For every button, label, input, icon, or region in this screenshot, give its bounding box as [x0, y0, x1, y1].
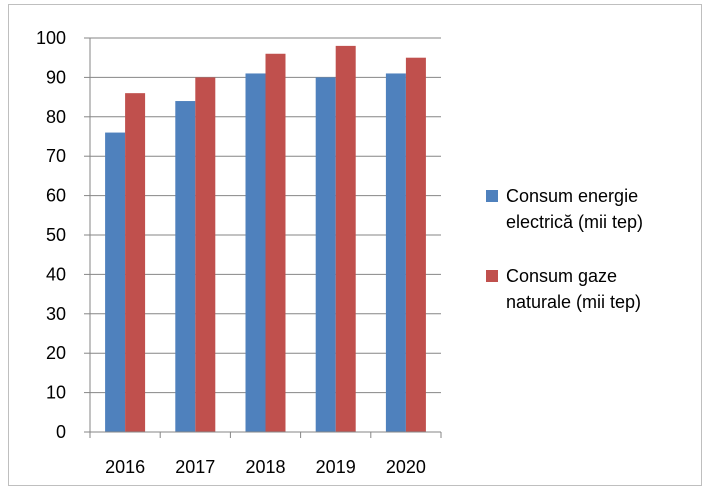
x-tick-label: 2020: [386, 457, 426, 477]
bar-gaze-2016: [125, 93, 146, 432]
y-tick-label: 80: [46, 107, 66, 127]
legend-label: Consum energie electrică (mii tep): [506, 186, 643, 232]
legend-label-line: Consum gaze: [506, 266, 617, 286]
bar-energie-2017: [175, 101, 196, 432]
x-tick-label: 2016: [105, 457, 145, 477]
bar-energie-2018: [245, 73, 266, 433]
bars: [105, 45, 426, 433]
bar-energie-2016: [105, 132, 126, 432]
y-tick-label: 0: [56, 422, 66, 442]
x-tick-labels: 2016 2017 2018 2019 2020: [105, 457, 426, 477]
legend-swatch: [486, 190, 498, 202]
y-tick-label: 20: [46, 343, 66, 363]
y-tick-label: 40: [46, 264, 66, 284]
y-tick-label: 60: [46, 186, 66, 206]
bar-gaze-2020: [405, 57, 426, 432]
x-tick-label: 2018: [245, 457, 285, 477]
y-tick-label: 90: [46, 67, 66, 87]
legend-label-line: electrică (mii tep): [506, 212, 643, 232]
bar-gaze-2018: [265, 53, 286, 432]
y-tick-label: 100: [36, 28, 66, 48]
y-tick-label: 70: [46, 146, 66, 166]
legend-label-line: naturale (mii tep): [506, 292, 641, 312]
bar-gaze-2017: [195, 77, 216, 433]
legend-label-line: Consum energie: [506, 186, 638, 206]
axes: [84, 37, 442, 438]
x-tick-label: 2017: [175, 457, 215, 477]
y-tick-label: 30: [46, 304, 66, 324]
y-tick-label: 10: [46, 383, 66, 403]
y-tick-label: 50: [46, 225, 66, 245]
bar-gaze-2019: [335, 45, 356, 432]
legend-label: Consum gaze naturale (mii tep): [506, 266, 641, 312]
bar-energie-2019: [315, 77, 336, 433]
legend: Consum energie electrică (mii tep)Consum …: [486, 186, 643, 312]
y-tick-labels: 0 10 20 30 40 50 60 70 80 90 100: [36, 28, 66, 442]
bar-energie-2020: [385, 73, 406, 433]
x-tick-label: 2019: [316, 457, 356, 477]
legend-swatch: [486, 270, 498, 282]
